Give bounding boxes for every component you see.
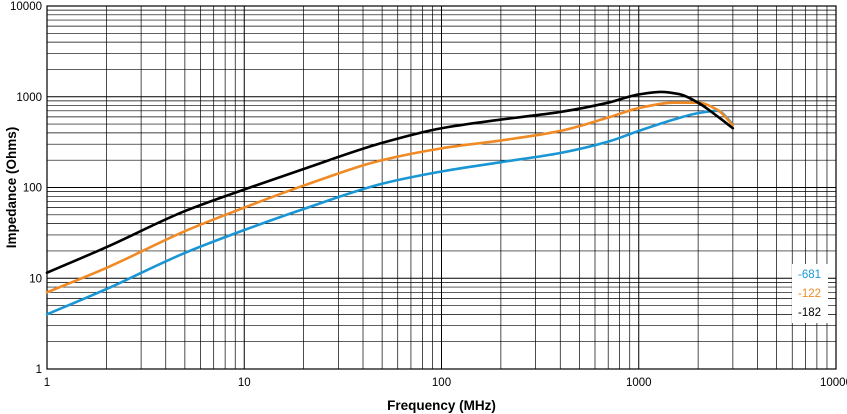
y-tick-label: 1 (36, 364, 42, 376)
legend: -681 -122 -182 (792, 264, 828, 323)
x-tick-label: 10 (238, 377, 251, 389)
legend-entry: -182 (798, 307, 821, 319)
legend-entry: -681 (798, 269, 821, 281)
y-tick-label: 10000 (10, 1, 42, 13)
grid (47, 6, 836, 369)
x-tick-label: 1000 (626, 377, 652, 389)
y-tick-label: 1000 (16, 92, 42, 104)
x-tick-label: 1 (44, 377, 50, 389)
x-axis-title: Frequency (MHz) (387, 398, 496, 413)
x-tick-labels: 1 10 100 1000 10000 (44, 377, 847, 389)
series-line-2 (45, 101, 735, 294)
plot-frame (46, 5, 837, 370)
y-tick-label: 10 (29, 273, 42, 285)
y-tick-label: 100 (23, 183, 42, 195)
series-layer (45, 90, 735, 316)
legend-box (792, 264, 828, 323)
series-line-1 (45, 109, 735, 316)
y-axis-title: Impedance (Ohms) (4, 127, 19, 249)
x-tick-label: 100 (432, 377, 451, 389)
series-line-3 (45, 90, 735, 275)
x-tick-label: 10000 (820, 377, 847, 389)
legend-entry: -122 (798, 288, 821, 300)
y-tick-labels: 1 10 100 1000 10000 (10, 1, 42, 376)
